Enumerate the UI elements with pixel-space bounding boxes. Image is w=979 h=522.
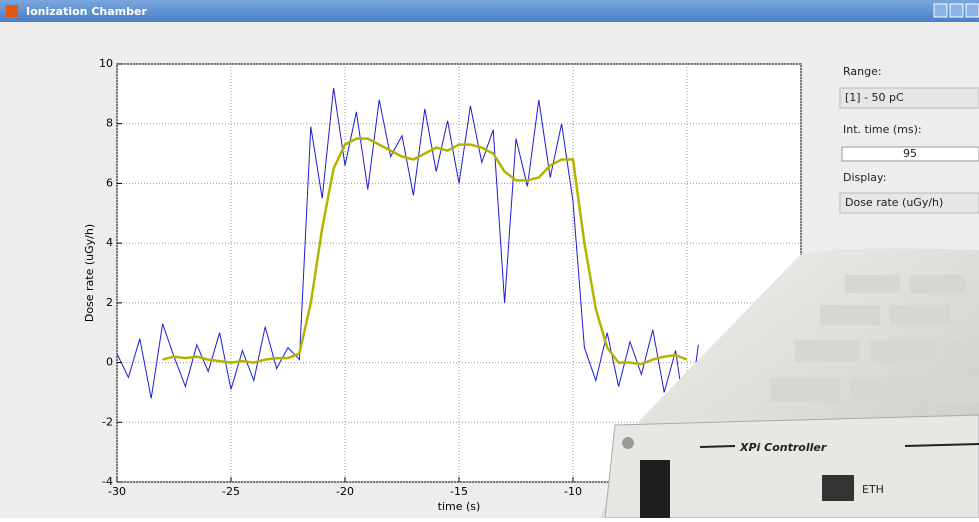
x-tick-label: -20 [336,485,354,498]
x-tick-label: -10 [564,485,582,498]
window: Ionization Chamber -30-25-20-15-10-50-4-… [0,0,979,518]
eth-port [822,475,854,501]
screw [622,437,634,449]
display-label: Display: [843,171,886,184]
y-tick-label: 0 [106,356,113,369]
y-tick-label: -4 [102,475,113,488]
y-tick-label: 2 [106,296,113,309]
display-value: Dose rate (uGy/h) [845,196,943,209]
eth-label: ETH [862,483,884,496]
handle [640,460,670,518]
maximize-button[interactable] [950,4,963,17]
y-tick-label: 10 [99,57,113,70]
body: Ionization Chamber -30-25-20-15-10-50-4-… [0,0,979,518]
int-time-label: Int. time (ms): [843,123,922,136]
x-tick-label: -15 [450,485,468,498]
y-tick-label: 4 [106,236,113,249]
minimize-button[interactable] [934,4,947,17]
y-tick-label: -2 [102,415,113,428]
page: {"window": {"title": "Ionization Chamber… [0,0,979,518]
range-label: Range: [843,65,882,78]
window-title: Ionization Chamber [26,5,147,18]
int-time-value: 95 [903,147,917,160]
x-tick-label: -25 [222,485,240,498]
x-axis-label: time (s) [438,500,481,513]
y-tick-label: 6 [106,176,113,189]
y-axis-label: Dose rate (uGy/h) [83,224,96,322]
y-tick-label: 8 [106,117,113,130]
range-value: [1] - 50 pC [845,91,904,104]
close-button[interactable] [966,4,979,17]
app-icon [6,5,18,17]
device-label: XPi Controller [739,441,827,454]
